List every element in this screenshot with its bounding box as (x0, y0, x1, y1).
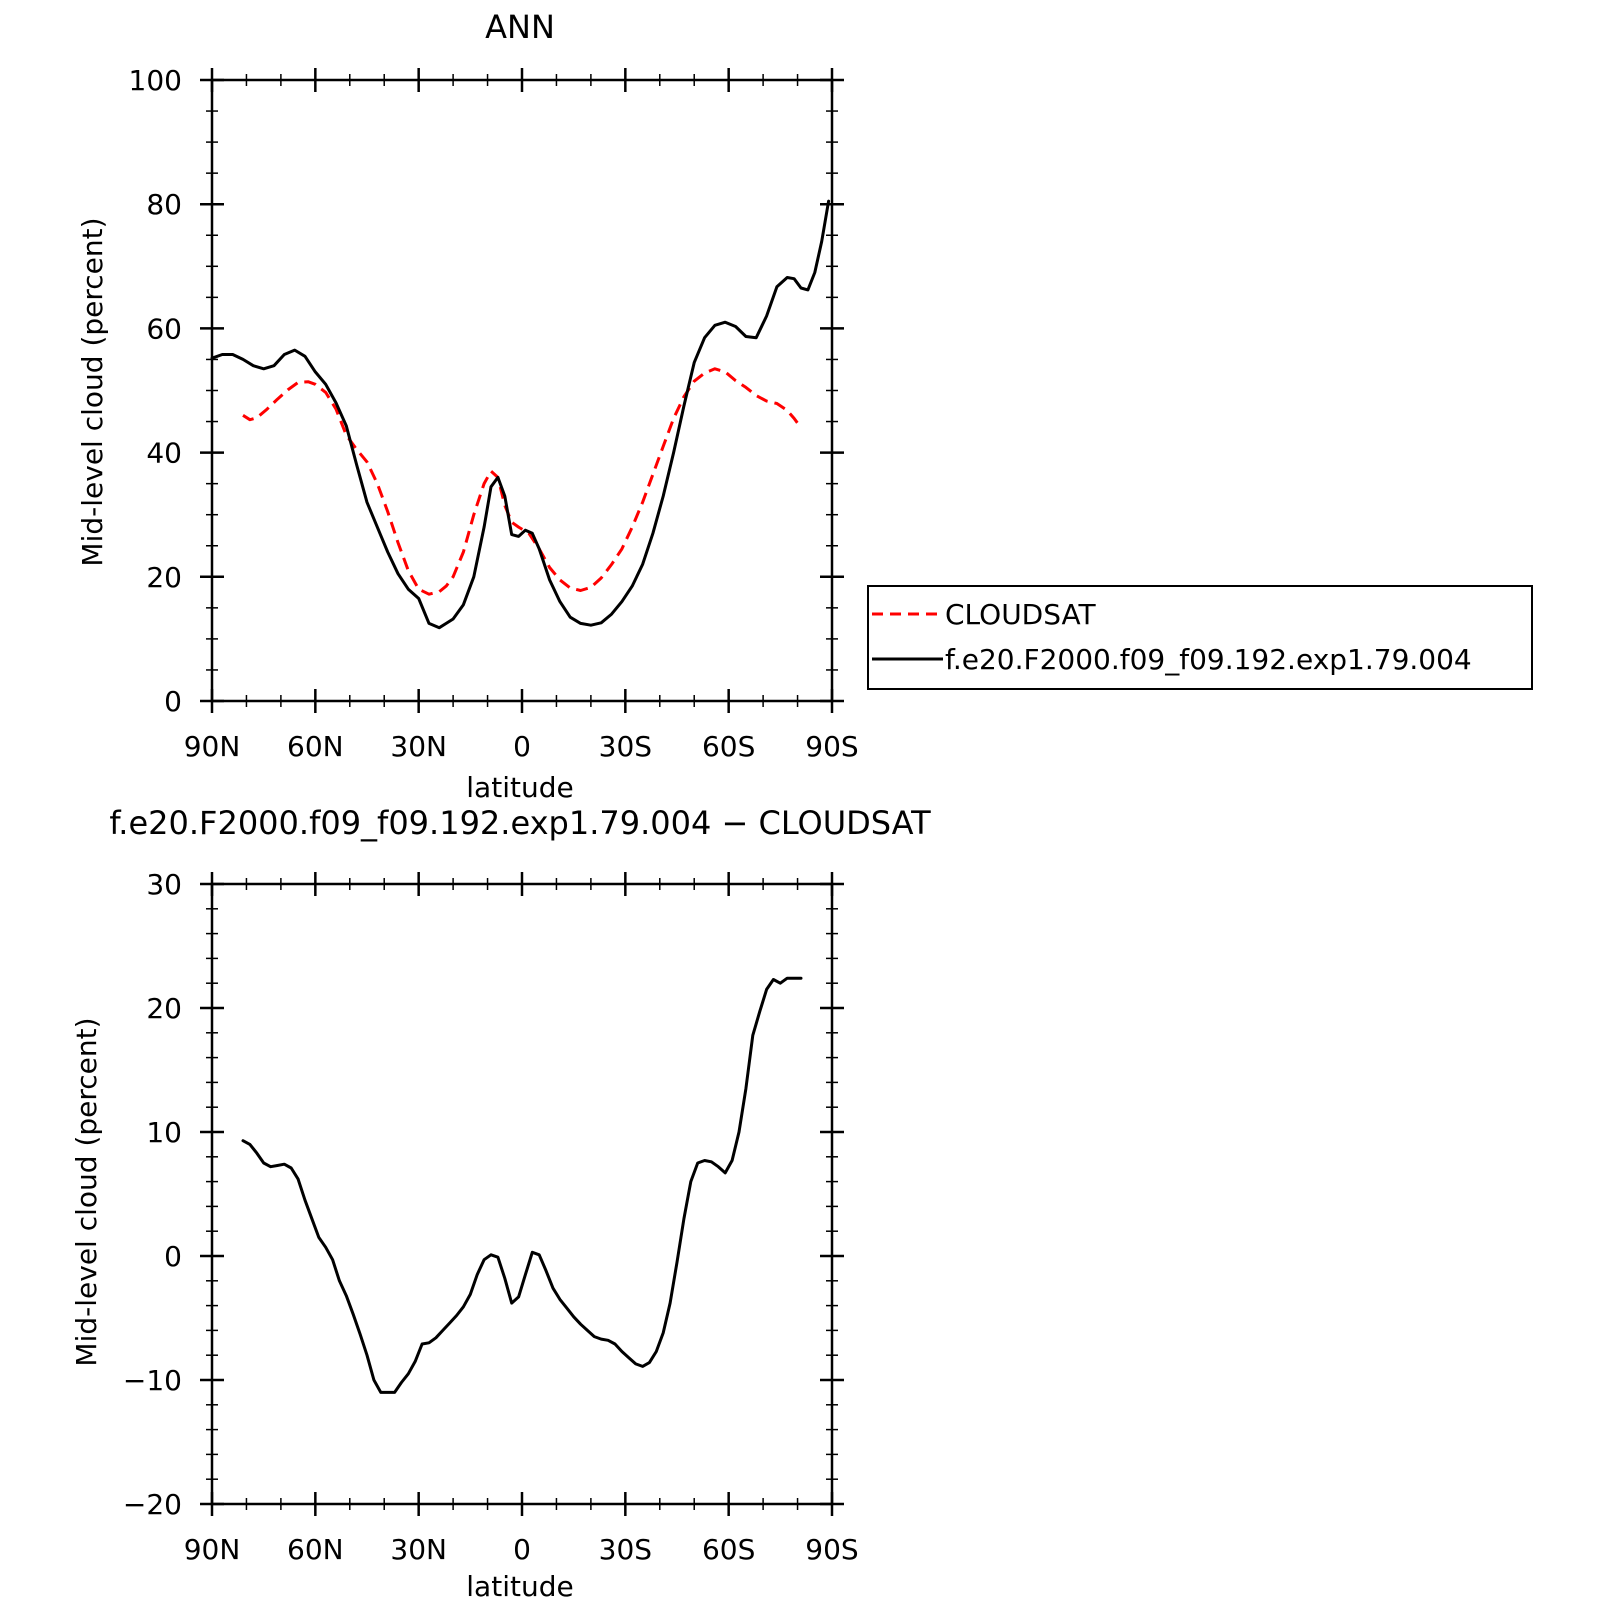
legend: CLOUDSAT f.e20.F2000.f09_f09.192.exp1.79… (867, 585, 1533, 690)
bottom-x-tick-label: 30S (599, 1533, 652, 1566)
top-plot-area: 0 20 40 60 80 100 90N 60N 30N 0 30S 60S 90S (129, 64, 859, 763)
top-x-tick-label: 90N (184, 730, 241, 763)
bottom-y-tick-label: −10 (123, 1364, 182, 1397)
bottom-x-tick-label: 60N (287, 1533, 344, 1566)
top-y-axis-label: Mid-level cloud (percent) (76, 217, 109, 566)
bottom-y-tick-label: −20 (123, 1488, 182, 1521)
top-x-tick-label: 30S (599, 730, 652, 763)
bottom-y-tick-label: 10 (146, 1116, 182, 1149)
bottom-x-tick-label: 90S (805, 1533, 858, 1566)
top-y-tick-label: 60 (146, 312, 182, 345)
bottom-y-tick-label: 30 (146, 868, 182, 901)
top-series-model-line (210, 199, 831, 630)
top-x-tick-label: 60S (702, 730, 755, 763)
bottom-x-axis-label: latitude (466, 1570, 573, 1602)
top-x-tick-label: 60N (287, 730, 344, 763)
top-y-tick-label: 40 (146, 437, 182, 470)
bottom-series-difference-line (241, 976, 803, 1394)
bottom-plot-area: −20 −10 0 10 20 30 90N 60N 30N 0 30S 60S 90S (123, 868, 859, 1566)
bottom-x-tick-label: 30N (390, 1533, 447, 1566)
bottom-panel: f.e20.F2000.f09_f09.192.exp1.79.004 − CL… (70, 804, 931, 1602)
bottom-plot-frame (210, 882, 834, 1506)
top-panel: ANN 0 20 40 60 80 100 90N 60N 30N 0 30S 60S 90S lati… (76, 8, 859, 804)
legend-label-model: f.e20.F2000.f09_f09.192.exp1.79.004 (945, 643, 1472, 676)
top-y-tick-label: 20 (146, 561, 182, 594)
bottom-y-axis-label: Mid-level cloud (percent) (70, 1017, 103, 1366)
top-plot-frame (210, 78, 834, 703)
bottom-y-tick-label: 20 (146, 992, 182, 1025)
top-y-tick-label: 80 (146, 188, 182, 221)
bottom-x-tick-label: 0 (513, 1533, 531, 1566)
top-x-axis-label: latitude (466, 771, 573, 804)
top-y-tick-label: 0 (164, 685, 182, 718)
legend-box (867, 585, 1533, 690)
top-x-tick-label: 30N (390, 730, 447, 763)
bottom-chart-title: f.e20.F2000.f09_f09.192.exp1.79.004 − CL… (109, 804, 931, 842)
legend-label-cloudsat: CLOUDSAT (945, 598, 1097, 631)
top-x-tick-label: 0 (513, 730, 531, 763)
top-series-cloudsat-line (242, 367, 803, 596)
top-x-tick-label: 90S (805, 730, 858, 763)
top-y-tick-label: 100 (129, 64, 182, 97)
top-chart-title: ANN (485, 8, 555, 46)
bottom-x-tick-label: 60S (702, 1533, 755, 1566)
bottom-x-tick-label: 90N (184, 1533, 241, 1566)
bottom-y-tick-label: 0 (164, 1240, 182, 1273)
